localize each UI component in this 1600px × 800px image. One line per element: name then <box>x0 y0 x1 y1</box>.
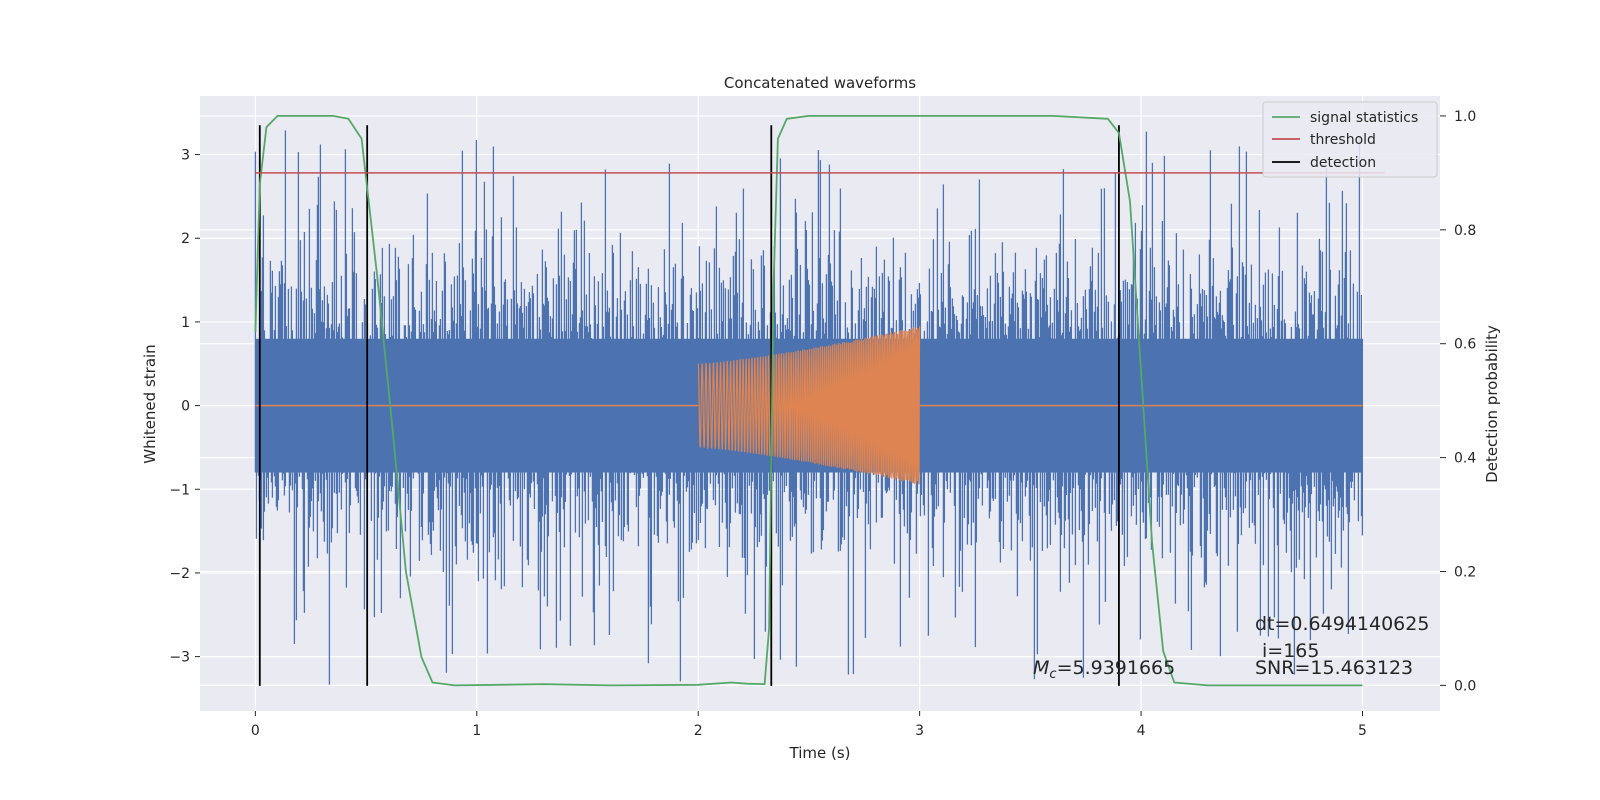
y2-tick-label: 0.4 <box>1454 451 1476 467</box>
x-tick-label: 0 <box>251 723 260 739</box>
y2-tick-label: 1.0 <box>1454 109 1476 125</box>
legend-label-detection: detection <box>1310 155 1376 171</box>
y2-tick-label: 0.6 <box>1454 337 1476 353</box>
x-tick-label: 2 <box>694 723 703 739</box>
chart-title: Concatenated waveforms <box>724 74 916 92</box>
x-tick-label: 1 <box>472 723 481 739</box>
y2-tick-label: 0.0 <box>1454 678 1476 694</box>
x-tick-label: 4 <box>1137 723 1146 739</box>
y2-tick-label: 0.8 <box>1454 223 1476 239</box>
legend-label-threshold: threshold <box>1310 132 1376 148</box>
y-tick-label: 1 <box>181 315 190 331</box>
plot-area <box>254 115 1364 687</box>
mc-subscript: c <box>1049 667 1056 682</box>
waveform-chirp <box>697 326 921 485</box>
x-axis-label: Time (s) <box>789 744 851 762</box>
x-tick-label: 3 <box>915 723 924 739</box>
x-tick-label: 5 <box>1358 723 1367 739</box>
y2-axis-label: Detection probability <box>1483 325 1501 483</box>
legend-box <box>1262 101 1438 178</box>
y-tick-label: 2 <box>181 231 190 247</box>
y-axis-label: Whitened strain <box>141 344 159 463</box>
signal-statistics-line <box>254 115 1363 687</box>
axis-ticks: 0 1 2 3 4 5 −3 −2 −1 0 1 2 3 0.0 0.2 0.4 0.6 0.8 1.0 <box>169 109 1476 739</box>
annotations: Mc=5.9391665 dt=0.6494140625 i=165 SNR=1… <box>1033 613 1429 682</box>
y2-tick-label: 0.2 <box>1454 564 1476 580</box>
mc-symbol: M <box>1033 657 1049 679</box>
y-tick-label: −2 <box>169 566 190 582</box>
i-annotation: i=165 <box>1262 640 1319 662</box>
y-tick-label: −3 <box>169 650 190 666</box>
signal-statistics-series <box>254 115 1363 687</box>
mc-annotation: Mc=5.9391665 <box>1033 657 1175 682</box>
legend-label-signal-statistics: signal statistics <box>1310 110 1418 126</box>
y-tick-label: −1 <box>169 482 190 498</box>
mc-value: =5.9391665 <box>1057 657 1176 679</box>
waveform-series <box>255 326 1363 485</box>
snr-annotation: SNR=15.463123 <box>1255 657 1413 679</box>
legend: signal statistics threshold detection <box>1262 101 1438 178</box>
y-tick-label: 3 <box>181 148 190 164</box>
dt-annotation: dt=0.6494140625 <box>1255 613 1429 635</box>
y-tick-label: 0 <box>181 399 190 415</box>
